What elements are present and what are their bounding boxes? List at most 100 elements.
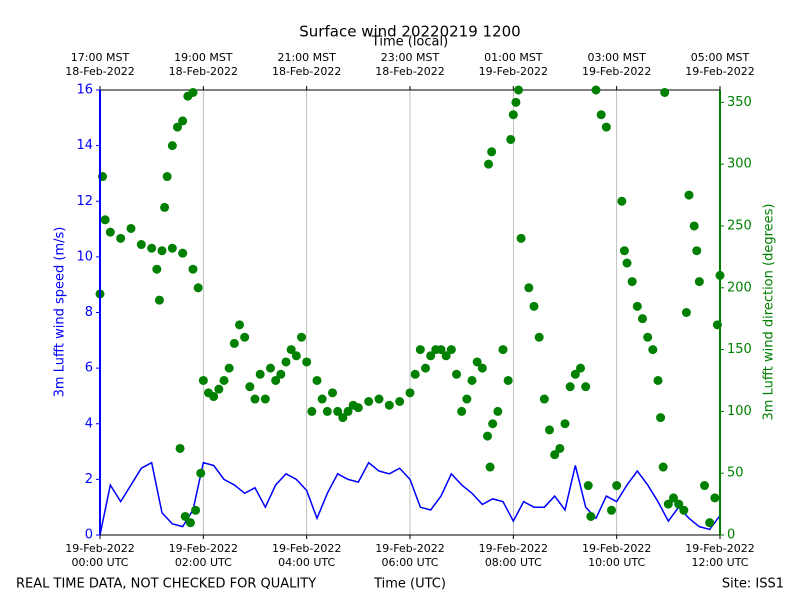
chart-title: Surface wind 20220219 1200	[299, 23, 520, 41]
direction-point	[167, 141, 177, 151]
y-tick-label: 8	[85, 305, 93, 320]
direction-point	[353, 403, 363, 413]
x2-axis-label: Time (local)	[371, 35, 448, 50]
direction-point	[297, 332, 306, 342]
y-tick-label: 10	[76, 249, 93, 264]
direction-point	[493, 406, 503, 416]
x-tick-label: 19-Feb-2022 02:00 UTC	[168, 542, 239, 569]
direction-point	[632, 301, 642, 311]
direction-point	[410, 369, 420, 379]
direction-point	[116, 233, 126, 243]
direction-point	[586, 511, 596, 521]
direction-point	[343, 406, 353, 416]
y-tick-label: 12	[76, 194, 93, 209]
direction-point	[333, 406, 343, 416]
direction-point	[524, 283, 534, 293]
direction-point	[622, 258, 632, 268]
direction-point	[565, 382, 575, 392]
direction-point	[681, 308, 691, 317]
x-tick-label: 19-Feb-2022 04:00 UTC	[271, 542, 342, 569]
y-tick-label: 14	[76, 138, 93, 153]
y-tick-label: 0	[85, 528, 93, 543]
direction-point	[485, 462, 495, 472]
direction-point	[506, 134, 516, 144]
y-tick-label: 2	[85, 472, 93, 487]
direction-point	[196, 468, 206, 478]
direction-point	[446, 345, 456, 355]
x2-tick-label: 21:00 MST 18-Feb-2022	[271, 51, 342, 78]
x2-tick-label: 03:00 MST 19-Feb-2022	[581, 51, 652, 78]
direction-point	[545, 425, 554, 435]
direction-point	[322, 406, 332, 416]
direction-point	[452, 369, 461, 379]
direction-point	[472, 357, 482, 367]
direction-point	[539, 394, 549, 404]
direction-point	[191, 505, 201, 515]
direction-point	[276, 369, 286, 379]
y2-tick-label: 250	[727, 218, 752, 233]
direction-point	[503, 375, 513, 385]
direction-point	[405, 388, 415, 398]
x2-tick-label: 19:00 MST 18-Feb-2022	[168, 51, 239, 78]
direction-point	[477, 363, 487, 373]
direction-point	[157, 246, 167, 256]
direction-point	[516, 233, 526, 243]
direction-point	[328, 388, 337, 398]
direction-point	[607, 505, 616, 515]
direction-point	[307, 406, 317, 416]
direction-point	[710, 493, 720, 503]
y-axis-label: 3m Lufft wind speed (m/s)	[53, 227, 68, 398]
direction-point	[436, 345, 446, 355]
direction-point	[224, 363, 234, 373]
direction-point	[643, 332, 653, 342]
direction-point	[219, 375, 229, 385]
direction-point	[281, 357, 291, 367]
direction-point	[255, 369, 265, 379]
direction-point	[271, 375, 281, 385]
direction-point	[638, 314, 647, 324]
direction-point	[467, 375, 477, 385]
x-tick-label: 19-Feb-2022 08:00 UTC	[478, 542, 549, 569]
direction-point	[185, 518, 195, 528]
direction-point	[312, 375, 322, 385]
direction-point	[105, 227, 115, 237]
direction-point	[656, 413, 666, 423]
y2-axis-label: 3m Lufft wind direction (degrees)	[762, 204, 777, 421]
direction-point	[511, 97, 521, 107]
direction-point	[591, 85, 601, 95]
direction-point	[160, 202, 170, 212]
direction-point	[162, 172, 172, 182]
direction-point	[653, 375, 663, 385]
x2-tick-label: 17:00 MST 18-Feb-2022	[65, 51, 135, 78]
direction-point	[658, 462, 668, 472]
direction-point	[302, 357, 312, 367]
x2-tick-label: 01:00 MST 19-Feb-2022	[478, 51, 549, 78]
direction-point	[235, 320, 244, 330]
direction-point	[441, 351, 451, 361]
y-tick-label: 4	[85, 416, 93, 431]
direction-point	[457, 406, 467, 416]
direction-point	[136, 240, 146, 250]
site: Site: ISS1	[722, 577, 784, 592]
direction-point	[395, 397, 405, 406]
direction-point	[240, 332, 250, 342]
direction-point	[415, 345, 425, 355]
direction-point	[617, 196, 627, 206]
direction-point	[426, 351, 436, 361]
y2-tick-label: 300	[727, 157, 752, 172]
direction-point	[619, 246, 629, 256]
direction-point	[250, 394, 260, 404]
direction-point	[178, 116, 188, 126]
direction-point	[555, 443, 565, 453]
y-tick-label: 16	[76, 83, 93, 98]
y2-tick-label: 100	[727, 404, 752, 419]
direction-point	[245, 382, 255, 392]
direction-point	[581, 382, 591, 392]
direction-point	[100, 215, 110, 225]
direction-point	[167, 243, 177, 253]
direction-point	[648, 345, 658, 355]
y2-tick-label: 50	[727, 466, 744, 481]
speed-line	[99, 461, 721, 536]
direction-point	[514, 85, 523, 95]
